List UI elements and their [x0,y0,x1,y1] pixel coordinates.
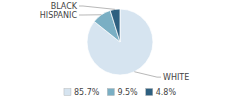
legend-swatch [64,89,71,96]
pie-slice [87,9,153,75]
chart: WHITE HISPANICBLACK 85.7% 9.5% 4.8% [0,0,240,100]
slice-label: HISPANIC [40,11,78,20]
leader-line [79,14,101,15]
legend: 85.7% 9.5% 4.8% [64,88,176,97]
pie-slice [110,9,120,42]
leader-line [134,72,161,77]
legend-label: 4.8% [156,88,177,97]
slice-label: BLACK [51,2,78,11]
legend-item: 85.7% [64,88,100,97]
legend-label: 9.5% [117,88,138,97]
legend-item: 4.8% [146,88,177,97]
legend-label: 85.7% [74,88,100,97]
slice-label: WHITE [163,73,189,82]
leader-line [79,6,115,9]
pie: WHITE HISPANICBLACK [40,2,189,82]
legend-item: 9.5% [107,88,138,97]
legend-swatch [107,89,114,96]
legend-swatch [146,89,153,96]
